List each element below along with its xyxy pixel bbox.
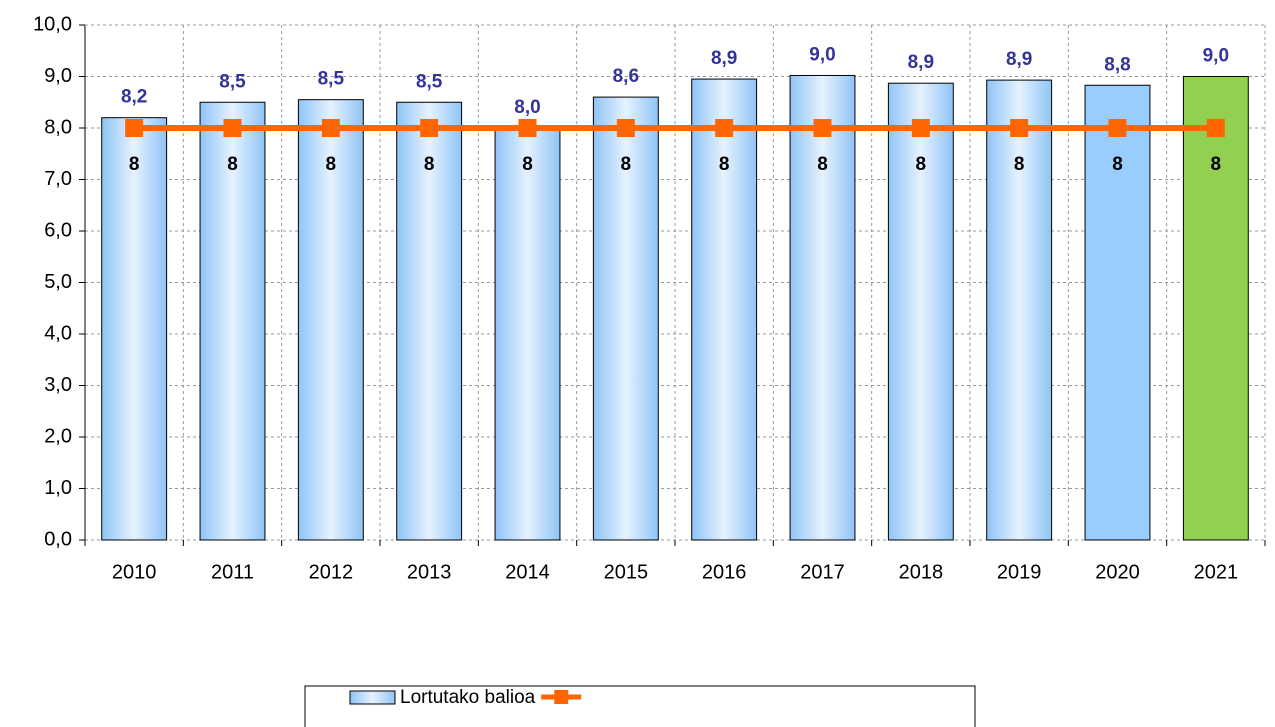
bar-value-label: 8,0 [514, 97, 540, 118]
bar [297, 99, 364, 541]
x-tick-label: 2019 [997, 561, 1042, 583]
line-marker [813, 119, 832, 137]
line-value-label: 8 [522, 154, 533, 175]
bar [101, 117, 168, 541]
bar-value-label: 8,5 [219, 71, 246, 92]
line-value-label: 8 [916, 154, 927, 175]
bar-value-label: 8,9 [1006, 49, 1032, 70]
y-tick-label: 4,0 [44, 322, 72, 344]
line-marker [223, 119, 242, 137]
bar-value-label: 8,2 [121, 87, 147, 108]
y-tick-label: 0,0 [44, 528, 72, 550]
y-tick-label: 1,0 [44, 477, 72, 499]
line-marker [616, 119, 635, 137]
line-marker [1010, 119, 1029, 137]
bar [691, 78, 758, 541]
line-marker [1108, 119, 1127, 137]
bar [1084, 84, 1151, 541]
y-tick-label: 6,0 [44, 219, 72, 241]
y-tick-label: 2,0 [44, 425, 72, 447]
y-tick-label: 7,0 [44, 168, 72, 190]
y-tick-label: 10,0 [33, 13, 72, 35]
line-value-label: 8 [1211, 154, 1222, 175]
bar-value-label: 8,5 [318, 69, 345, 90]
bar-value-label: 8,9 [711, 48, 737, 69]
legend-label: Lortutako balioa [400, 687, 536, 708]
x-tick-label: 2013 [407, 561, 452, 583]
y-tick-label: 9,0 [44, 65, 72, 87]
line-value-label: 8 [719, 154, 730, 175]
bar-value-label: 8,5 [416, 71, 443, 92]
x-tick-label: 2011 [211, 561, 254, 583]
legend-box [304, 685, 976, 727]
bar-value-label: 9,0 [1203, 46, 1229, 67]
line-marker [715, 119, 734, 137]
x-tick-label: 2010 [112, 561, 157, 583]
x-tick-label: 2021 [1194, 561, 1239, 583]
bar-value-label: 9,0 [809, 44, 835, 65]
legend-marker [554, 690, 569, 704]
x-tick-label: 2012 [309, 561, 354, 583]
bar-value-label: 8,9 [908, 52, 934, 73]
bar [789, 74, 856, 541]
line-marker [518, 119, 537, 137]
bar [199, 101, 266, 541]
x-tick-label: 2020 [1095, 561, 1140, 583]
line-marker [321, 119, 340, 137]
bar [986, 79, 1053, 541]
y-tick-label: 5,0 [44, 271, 72, 293]
line-marker [1206, 119, 1225, 137]
bar [887, 82, 954, 541]
line-value-label: 8 [621, 154, 632, 175]
line-value-label: 8 [1014, 154, 1025, 175]
bar [396, 101, 463, 541]
y-tick-label: 3,0 [44, 374, 72, 396]
bar [592, 96, 659, 541]
bar [1182, 76, 1249, 541]
line-value-label: 8 [424, 154, 435, 175]
bar-value-label: 8,6 [613, 66, 639, 87]
line-value-label: 8 [1112, 154, 1123, 175]
line-value-label: 8 [227, 154, 238, 175]
x-tick-label: 2017 [800, 561, 845, 583]
legend-swatch [349, 690, 396, 705]
bar-value-label: 8,8 [1104, 54, 1130, 75]
line-value-label: 8 [817, 154, 828, 175]
x-tick-label: 2018 [899, 561, 944, 583]
line-marker [911, 119, 930, 137]
y-tick-label: 8,0 [44, 116, 72, 138]
line-value-label: 8 [326, 154, 337, 175]
line-value-label: 8 [129, 154, 140, 175]
bar [494, 127, 561, 541]
x-tick-label: 2016 [702, 561, 747, 583]
line-marker [420, 119, 439, 137]
x-tick-label: 2015 [604, 561, 649, 583]
x-tick-label: 2014 [505, 561, 550, 583]
line-marker [125, 119, 144, 137]
